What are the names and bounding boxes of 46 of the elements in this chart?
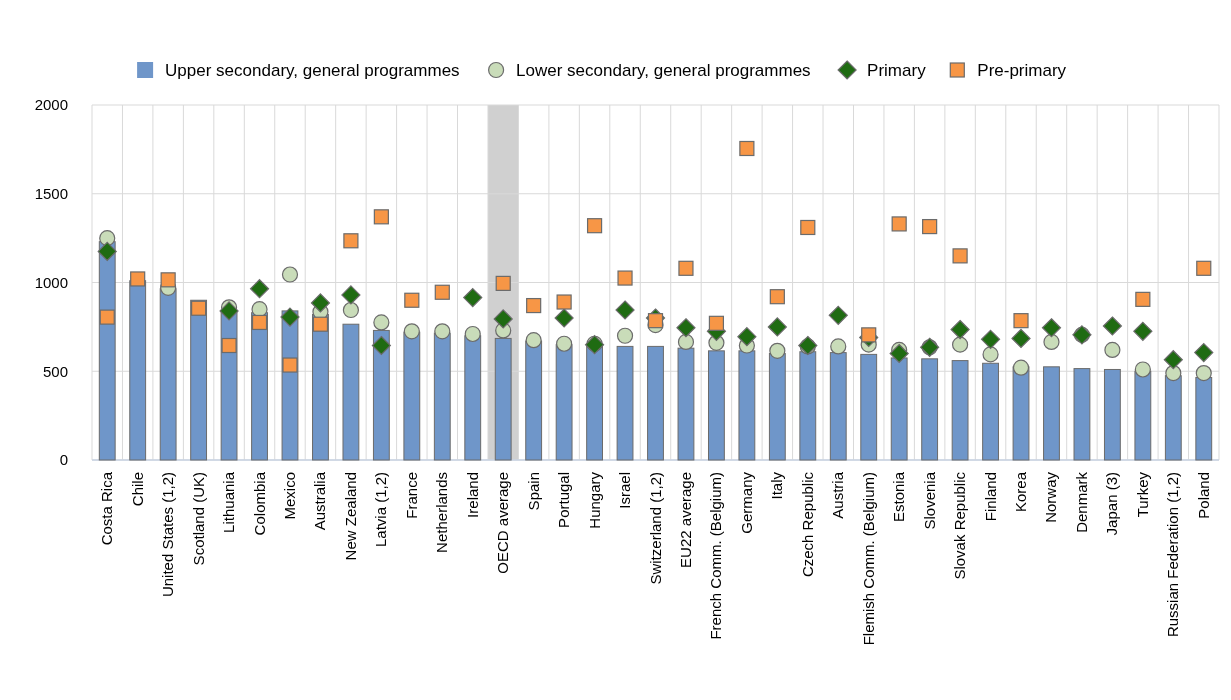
- x-tick-label: OECD average: [494, 472, 512, 574]
- x-tick-label: Finland: [981, 472, 999, 522]
- x-tick-label: Italy: [768, 471, 786, 500]
- x-tick-label: Denmark: [1072, 471, 1090, 533]
- x-tick-label: New Zealand: [341, 472, 359, 561]
- x-tick-label: Costa Rica: [98, 471, 116, 546]
- x-tick-label: Germany: [737, 471, 755, 534]
- x-tick-label: Portugal: [555, 472, 573, 528]
- x-tick-label: Japan (3): [1103, 472, 1121, 536]
- x-tick-label: Norway: [1042, 471, 1060, 523]
- x-tick-label: Latvia (1,2): [372, 472, 390, 548]
- x-tick-label: Chile: [128, 472, 146, 507]
- x-tick-label: France: [402, 472, 420, 519]
- x-tick-label: Netherlands: [433, 472, 451, 553]
- x-tick-label: Estonia: [890, 471, 908, 523]
- x-tick-label: Mexico: [280, 472, 298, 520]
- y-tick-label: 0: [59, 451, 68, 469]
- legend-label: Primary: [867, 60, 927, 80]
- y-tick-label: 1000: [34, 273, 68, 291]
- x-tick-label: United States (1,2): [159, 472, 177, 598]
- x-tick-label: Switzerland (1,2): [646, 472, 664, 585]
- x-tick-label: Russian Federation (1,2): [1164, 472, 1182, 638]
- x-tick-label: Poland: [1194, 472, 1212, 519]
- x-tick-label: Hungary: [585, 471, 603, 529]
- y-tick-label: 500: [42, 362, 68, 380]
- x-tick-label: Czech Republic: [798, 471, 816, 578]
- x-tick-label: Flemish Comm. (Belgium): [859, 472, 877, 646]
- x-tick-label: Slovenia: [920, 471, 938, 530]
- y-tick-label: 2000: [34, 96, 68, 114]
- x-tick-label: Colombia: [250, 471, 268, 536]
- x-tick-label: Korea: [1012, 471, 1030, 513]
- x-tick-label: Ireland: [463, 472, 481, 518]
- x-tick-label: Lithuania: [220, 471, 238, 533]
- x-tick-label: Austria: [829, 471, 847, 519]
- x-tick-label: Slovak Republic: [951, 471, 969, 580]
- y-tick-label: 1500: [34, 185, 68, 202]
- legend-label: Pre-primary: [977, 60, 1067, 80]
- x-tick-label: Scotland (UK): [189, 472, 207, 566]
- x-tick-label: Turkey: [1133, 471, 1151, 518]
- x-tick-label: Australia: [311, 471, 329, 531]
- legend-label: Upper secondary, general programmes: [165, 60, 460, 80]
- x-tick-label: Spain: [524, 472, 542, 511]
- x-tick-label: Israel: [616, 472, 634, 509]
- x-tick-label: French Comm. (Belgium): [707, 472, 725, 640]
- x-tick-label: EU22 average: [676, 472, 694, 568]
- legend-label: Lower secondary, general programmes: [516, 60, 811, 80]
